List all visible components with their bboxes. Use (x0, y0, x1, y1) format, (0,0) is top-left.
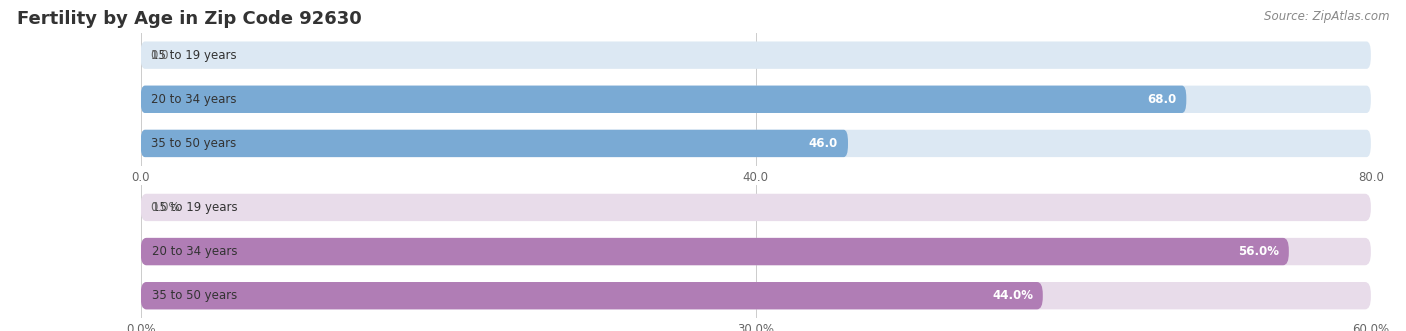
Text: 15 to 19 years: 15 to 19 years (150, 49, 236, 62)
FancyBboxPatch shape (141, 86, 1371, 113)
Text: 35 to 50 years: 35 to 50 years (150, 137, 236, 150)
FancyBboxPatch shape (141, 238, 1289, 265)
Text: 68.0: 68.0 (1147, 93, 1177, 106)
FancyBboxPatch shape (141, 41, 1371, 69)
Text: 15 to 19 years: 15 to 19 years (152, 201, 238, 214)
FancyBboxPatch shape (141, 194, 1371, 221)
Text: 46.0: 46.0 (808, 137, 838, 150)
Text: 44.0%: 44.0% (993, 289, 1033, 302)
Text: 20 to 34 years: 20 to 34 years (152, 245, 238, 258)
Text: Fertility by Age in Zip Code 92630: Fertility by Age in Zip Code 92630 (17, 10, 361, 28)
Text: Source: ZipAtlas.com: Source: ZipAtlas.com (1264, 10, 1389, 23)
Text: 20 to 34 years: 20 to 34 years (150, 93, 236, 106)
FancyBboxPatch shape (141, 282, 1371, 309)
Text: 0.0: 0.0 (150, 49, 169, 62)
FancyBboxPatch shape (141, 130, 848, 157)
FancyBboxPatch shape (141, 282, 1043, 309)
FancyBboxPatch shape (141, 238, 1371, 265)
FancyBboxPatch shape (141, 130, 1371, 157)
Text: 56.0%: 56.0% (1239, 245, 1279, 258)
FancyBboxPatch shape (141, 86, 1187, 113)
Text: 35 to 50 years: 35 to 50 years (152, 289, 238, 302)
Text: 0.0%: 0.0% (150, 201, 180, 214)
